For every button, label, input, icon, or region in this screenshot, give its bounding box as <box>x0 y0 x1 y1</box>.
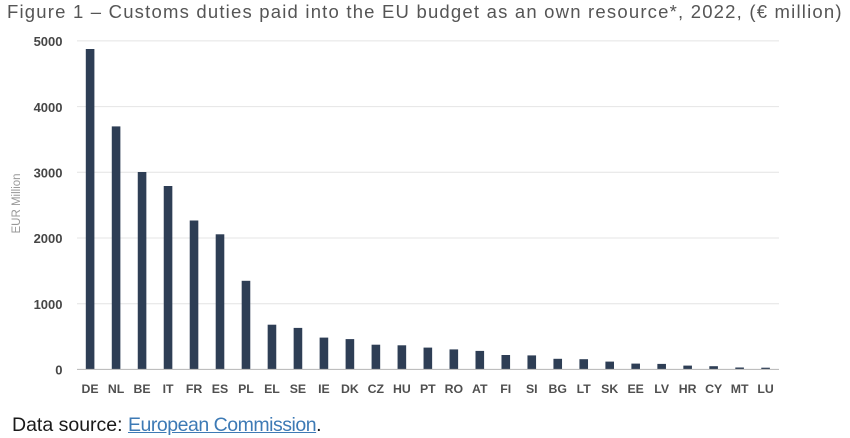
svg-text:3000: 3000 <box>34 166 63 181</box>
svg-text:NL: NL <box>108 382 125 396</box>
svg-text:PT: PT <box>420 382 436 396</box>
svg-text:LU: LU <box>757 382 774 396</box>
svg-text:PL: PL <box>238 382 254 396</box>
svg-text:LV: LV <box>654 382 670 396</box>
svg-text:MT: MT <box>731 382 749 396</box>
svg-text:IE: IE <box>318 382 330 396</box>
svg-text:EUR Million: EUR Million <box>11 173 23 233</box>
svg-text:EE: EE <box>627 382 643 396</box>
svg-text:IT: IT <box>163 382 174 396</box>
svg-text:AT: AT <box>472 382 488 396</box>
svg-text:BE: BE <box>134 382 151 396</box>
svg-text:SE: SE <box>290 382 306 396</box>
svg-text:2000: 2000 <box>34 231 63 246</box>
svg-text:SI: SI <box>526 382 538 396</box>
svg-text:4000: 4000 <box>34 100 63 115</box>
svg-text:5000: 5000 <box>34 34 63 49</box>
svg-text:BG: BG <box>549 382 567 396</box>
svg-text:DE: DE <box>82 382 99 396</box>
svg-text:HR: HR <box>679 382 697 396</box>
svg-text:SK: SK <box>601 382 618 396</box>
svg-text:CY: CY <box>705 382 722 396</box>
svg-text:0: 0 <box>55 363 62 378</box>
svg-text:EL: EL <box>264 382 280 396</box>
svg-text:CZ: CZ <box>368 382 385 396</box>
svg-text:FR: FR <box>186 382 203 396</box>
svg-text:FI: FI <box>500 382 511 396</box>
svg-text:1000: 1000 <box>34 297 63 312</box>
svg-text:DK: DK <box>341 382 359 396</box>
svg-text:ES: ES <box>212 382 228 396</box>
svg-text:LT: LT <box>577 382 592 396</box>
svg-text:HU: HU <box>393 382 411 396</box>
svg-text:RO: RO <box>445 382 464 396</box>
